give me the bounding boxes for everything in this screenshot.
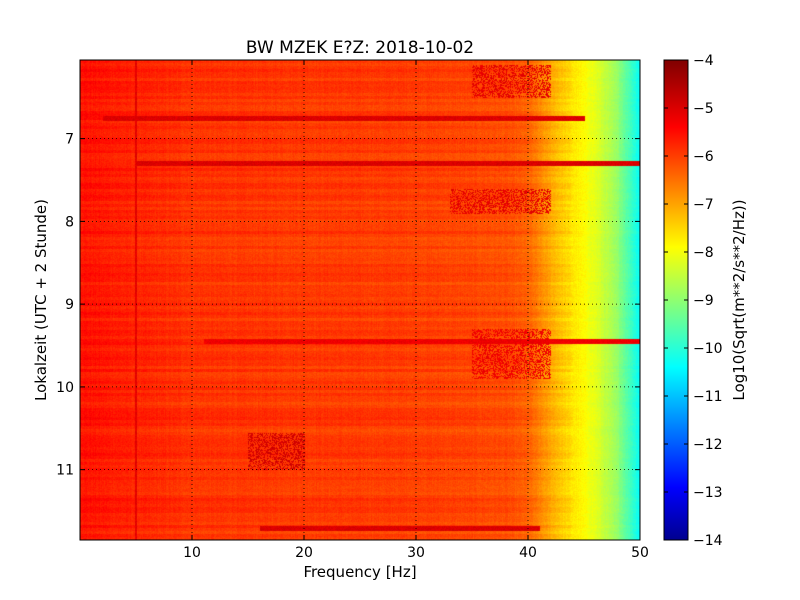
colorbar-tick-label: −5 [693,101,714,117]
x-tick-label: 50 [631,545,649,561]
x-tick-label: 10 [183,545,201,561]
x-tick-label: 20 [295,545,313,561]
colorbar-tick-label: −8 [693,245,714,261]
colorbar-tick-label: −6 [693,149,714,165]
colorbar-tick-label: −9 [693,293,714,309]
y-tick-label: 10 [56,380,74,396]
x-axis: 10 20 30 40 50 [183,60,649,561]
colorbar-tick-label: −4 [693,53,714,69]
chart-title: BW MZEK E?Z: 2018-10-02 [246,38,474,58]
colorbar-tick-label: −12 [693,437,723,453]
spectrogram-heatmap [80,60,640,540]
colorbar-ticks: −4 −5 −6 −7 −8 −9 −10 −11 −12 −13 −14 [664,53,723,549]
colorbar: −4 −5 −6 −7 −8 −9 −10 −11 −12 −13 −14 [663,53,723,549]
colorbar-label: Log10(Sqrt(m**2/s**2/Hz)) [730,199,748,400]
colorbar-tick-label: −14 [693,533,723,549]
colorbar-tick-label: −7 [693,197,714,213]
x-tick-label: 30 [407,545,425,561]
y-tick-label: 9 [65,297,74,313]
colorbar-tick-label: −10 [693,341,723,357]
y-tick-label: 7 [65,132,74,148]
plot-area [79,59,641,541]
x-tick-label: 40 [519,545,537,561]
plot-frame [79,59,641,541]
y-axis: 7 8 9 10 11 [56,132,640,479]
y-axis-label: Lokalzeit (UTC + 2 Stunde) [32,199,50,401]
y-tick-label: 11 [56,463,74,479]
x-axis-label: Frequency [Hz] [303,563,416,581]
colorbar-tick-label: −13 [693,485,723,501]
y-tick-label: 8 [65,214,74,230]
grid-lines [80,60,640,540]
colorbar-tick-label: −11 [693,389,723,405]
